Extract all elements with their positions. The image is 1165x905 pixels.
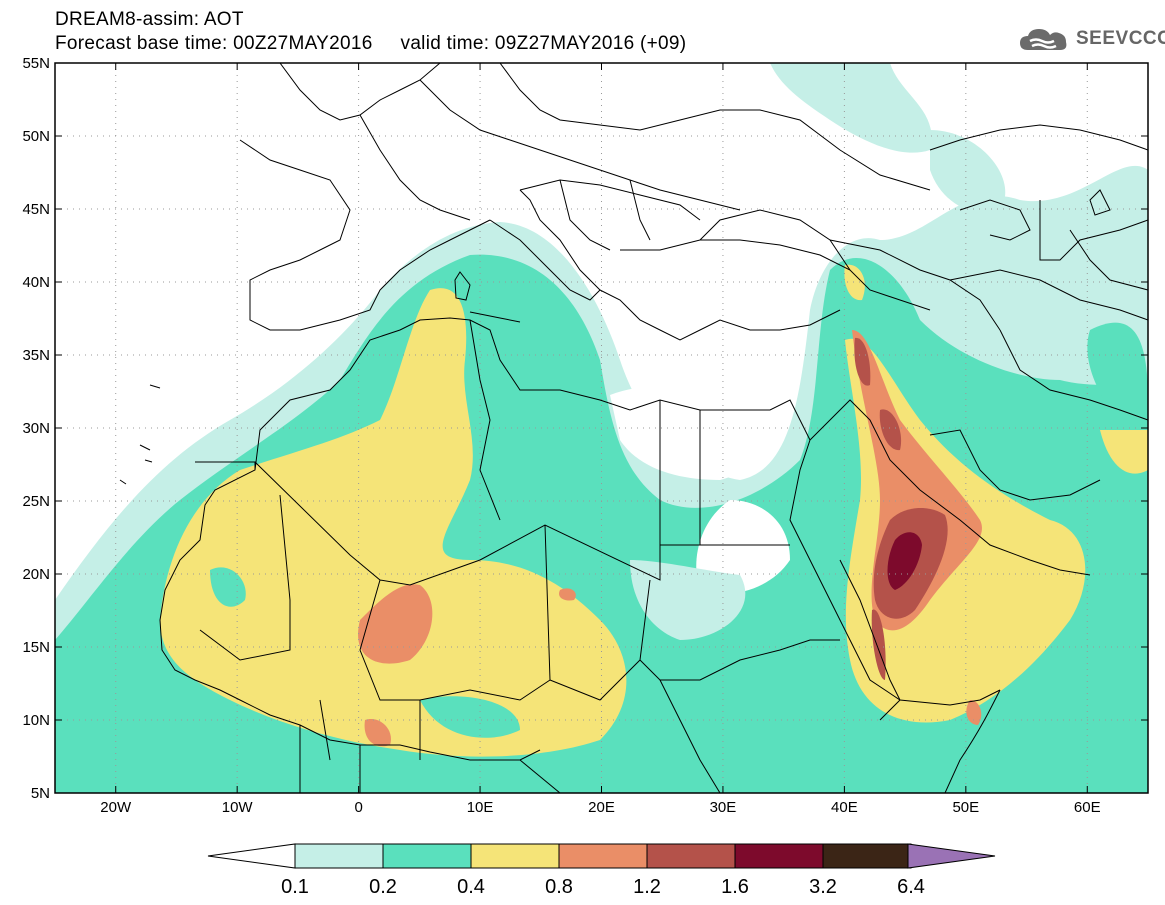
map-grid bbox=[55, 63, 1148, 793]
aot-contour-0.4 bbox=[160, 288, 627, 757]
coastlines bbox=[119, 63, 1148, 793]
lon-tick-label: 10W bbox=[222, 799, 254, 816]
lon-tick-label: 40E bbox=[831, 799, 858, 816]
colorbar-label: 0.1 bbox=[281, 876, 309, 898]
colorbar-cell bbox=[558, 843, 648, 869]
colorbar: 0.1 0.2 0.4 0.8 1.2 1.6 3.2 6.4 bbox=[207, 843, 996, 898]
map-subtitle: Forecast base time: 00Z27MAY2016 valid t… bbox=[55, 33, 687, 54]
axis-tick-labels: 55N 50N 45N 40N 35N 30N 25N 20N 15N 10N 5N 20W 10W 0 1… bbox=[22, 55, 1100, 816]
lat-tick-label: 35N bbox=[22, 347, 50, 364]
lat-tick-label: 50N bbox=[22, 128, 50, 145]
cloud-icon bbox=[1020, 29, 1067, 50]
lat-tick-label: 10N bbox=[22, 712, 50, 729]
colorbar-cell bbox=[734, 843, 824, 869]
logo-text: SEEVCCC bbox=[1076, 28, 1165, 49]
aot-contour-1.6 bbox=[887, 532, 922, 590]
lat-tick-label: 25N bbox=[22, 493, 50, 510]
colorbar-cell bbox=[470, 843, 560, 869]
colorbar-cell bbox=[822, 843, 912, 869]
lat-tick-label: 45N bbox=[22, 201, 50, 218]
colorbar-cell bbox=[646, 843, 736, 869]
colorbar-cell bbox=[382, 843, 472, 869]
colorbar-label: 0.8 bbox=[545, 876, 573, 898]
logo: SEEVCCC bbox=[1018, 26, 1165, 52]
colorbar-upper-arrow bbox=[907, 843, 996, 869]
lon-tick-label: 10E bbox=[467, 799, 494, 816]
colorbar-label: 1.6 bbox=[721, 876, 749, 898]
colorbar-label: 0.4 bbox=[457, 876, 485, 898]
colorbar-label: 6.4 bbox=[897, 876, 925, 898]
lon-tick-label: 30E bbox=[710, 799, 737, 816]
colorbar-label: 0.2 bbox=[369, 876, 397, 898]
aot-field bbox=[55, 63, 1148, 793]
colorbar-label: 3.2 bbox=[809, 876, 837, 898]
lat-tick-label: 30N bbox=[22, 420, 50, 437]
lat-tick-label: 20N bbox=[22, 566, 50, 583]
aot-contour-0.8 bbox=[358, 584, 433, 664]
aot-contour-1.2 bbox=[854, 337, 871, 386]
lon-tick-label: 0 bbox=[354, 799, 362, 816]
axis-ticks bbox=[55, 62, 1148, 794]
colorbar-lower-arrow bbox=[207, 843, 296, 869]
lon-tick-label: 20W bbox=[100, 799, 132, 816]
colorbar-cell bbox=[294, 843, 384, 869]
lat-tick-label: 55N bbox=[22, 55, 50, 72]
lon-tick-label: 50E bbox=[952, 799, 979, 816]
lat-tick-label: 15N bbox=[22, 639, 50, 656]
map-title: DREAM8-assim: AOT bbox=[55, 9, 244, 30]
lon-tick-label: 60E bbox=[1074, 799, 1101, 816]
lat-tick-label: 40N bbox=[22, 274, 50, 291]
lon-tick-label: 20E bbox=[588, 799, 615, 816]
lat-tick-label: 5N bbox=[31, 785, 50, 802]
colorbar-label: 1.2 bbox=[633, 876, 661, 898]
